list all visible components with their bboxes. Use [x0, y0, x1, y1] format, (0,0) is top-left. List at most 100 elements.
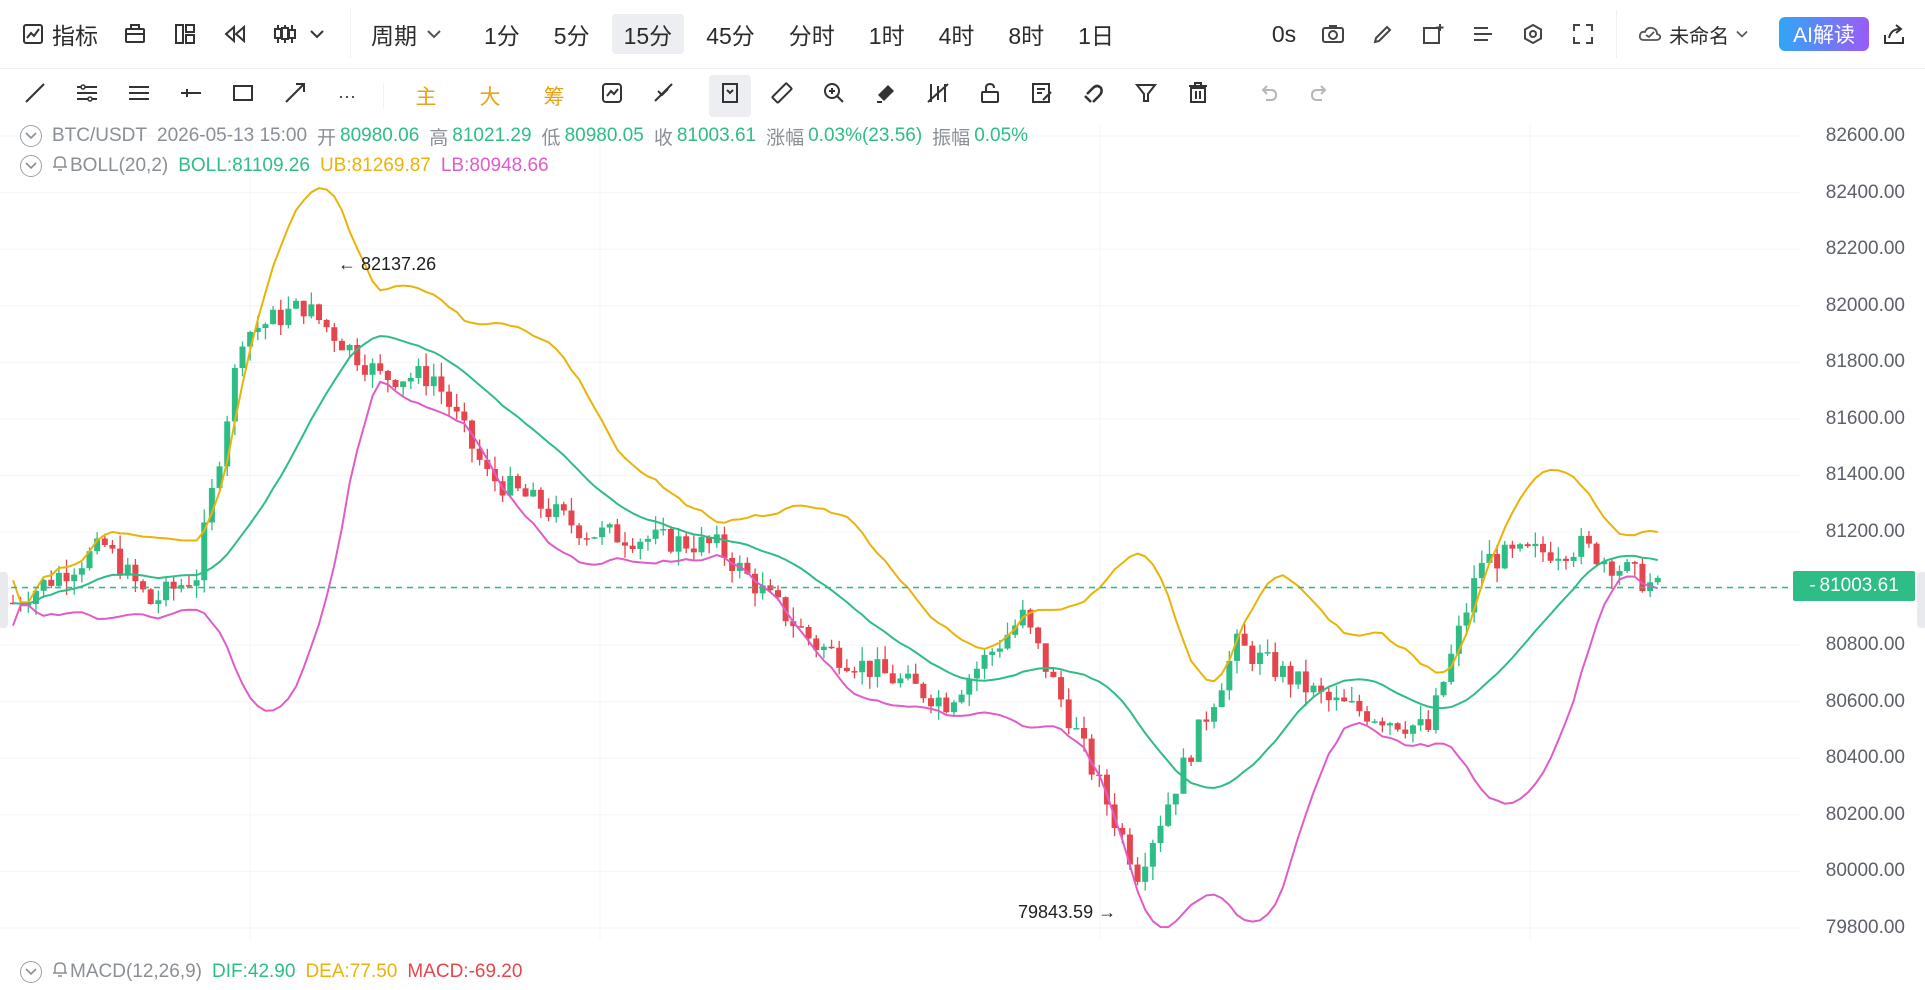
interval-tabs: 1分 5分 15分 45分 分时 1时 4时 8时 1日	[467, 14, 1131, 54]
max-price-label: ← 82137.26	[338, 254, 437, 274]
main-indicator-toggle[interactable]: 主	[415, 86, 437, 109]
indicator-button[interactable]: 指标	[0, 14, 110, 54]
candle-body	[316, 304, 322, 321]
fullscreen-button[interactable]	[1558, 14, 1608, 54]
collapse-toggle[interactable]	[20, 961, 42, 983]
candle-body	[1532, 543, 1539, 547]
more-tools-button[interactable]: ···	[338, 85, 356, 106]
measure-tool[interactable]	[761, 75, 803, 117]
candle-body	[285, 308, 292, 326]
chip-distribution-toggle[interactable]: 筹	[543, 86, 565, 109]
macd-name[interactable]: MACD(12,26,9)	[70, 961, 202, 982]
min-price-value: 79843.59	[1018, 902, 1094, 922]
period-dropdown[interactable]: 周期	[359, 14, 459, 54]
big-order-toggle[interactable]: 大	[479, 86, 501, 109]
horizontal-lines-icon	[127, 81, 151, 111]
candle-body	[1012, 625, 1019, 635]
ai-interpret-button[interactable]: AI解读	[1779, 17, 1869, 51]
brush-tool[interactable]	[865, 75, 907, 117]
interval-tab[interactable]: 15分	[611, 14, 685, 54]
interval-tab[interactable]: 45分	[706, 23, 755, 49]
magnet-tool[interactable]	[1073, 75, 1115, 117]
list-settings-button[interactable]	[1458, 14, 1508, 54]
candle-body	[1608, 561, 1615, 576]
candle-body	[270, 309, 277, 325]
candle-body	[958, 694, 965, 703]
chevron-down-icon	[304, 21, 330, 47]
arrow-tool[interactable]	[274, 75, 316, 117]
candle-body	[683, 536, 690, 549]
trend-line-icon	[23, 81, 47, 111]
horizontal-ray-tool[interactable]	[170, 75, 212, 117]
interval-tab[interactable]: 5分	[553, 23, 590, 49]
interval-tab[interactable]: 1分	[484, 23, 520, 49]
zoom-tool[interactable]	[813, 75, 855, 117]
interval-tab[interactable]: 4时	[938, 23, 975, 49]
screenshot-button[interactable]	[1308, 14, 1358, 54]
compare-tool[interactable]	[591, 75, 633, 117]
candle-body	[1249, 645, 1256, 664]
rectangle-tool[interactable]	[222, 75, 264, 117]
candle-body	[48, 579, 55, 586]
candle-body	[568, 510, 575, 526]
candle-body	[1425, 719, 1432, 730]
magnet-mode-button[interactable]	[709, 75, 751, 117]
note-edit-icon	[1030, 81, 1054, 111]
interval-tab[interactable]: 1时	[868, 23, 905, 49]
candle-body	[55, 572, 62, 586]
candle-body	[1387, 723, 1393, 726]
lock-tool[interactable]	[969, 75, 1011, 117]
left-scroll-handle[interactable]	[0, 572, 8, 628]
candle-body	[201, 522, 208, 581]
interval-tab[interactable]: 分时	[788, 23, 835, 49]
candle-body	[820, 646, 827, 651]
interval-tab[interactable]: 8时	[1008, 23, 1045, 49]
candle-body	[1578, 535, 1585, 557]
parallel-channel-tool[interactable]	[66, 75, 108, 117]
countdown-label: 0s	[1271, 20, 1297, 47]
candle-body	[17, 602, 24, 605]
candle-body	[1364, 711, 1371, 722]
layout-button[interactable]	[160, 14, 210, 54]
candle-body	[759, 585, 766, 594]
template-button[interactable]	[110, 14, 160, 54]
collapse-toggle[interactable]	[20, 125, 42, 147]
unlock-icon	[978, 81, 1002, 111]
candle-body	[950, 702, 957, 713]
right-scroll-handle[interactable]	[1917, 572, 1925, 628]
hide-drawings-tool[interactable]	[917, 75, 959, 117]
interval-tab[interactable]: 1日	[1078, 23, 1114, 49]
signal-tool[interactable]	[643, 75, 685, 117]
settings-button[interactable]	[1508, 14, 1558, 54]
add-window-button[interactable]	[1408, 14, 1458, 54]
undo-button[interactable]	[1247, 75, 1289, 117]
draw-toggle-button[interactable]	[1358, 14, 1408, 54]
candle-body	[1096, 774, 1103, 777]
candle-body	[1647, 582, 1654, 592]
bell-icon[interactable]	[52, 154, 68, 178]
collapse-toggle[interactable]	[20, 155, 42, 177]
candle-body	[637, 541, 644, 549]
candle-body	[361, 365, 368, 375]
candle-body	[491, 469, 498, 482]
candle-body	[124, 564, 131, 576]
redo-button[interactable]	[1299, 75, 1341, 117]
chart-type-button[interactable]	[260, 14, 342, 54]
candle-body	[216, 466, 223, 488]
horizontal-lines-tool[interactable]	[118, 75, 160, 117]
candle-body	[1302, 671, 1309, 693]
candle-body	[1501, 544, 1508, 569]
share-button[interactable]	[1869, 14, 1919, 54]
candle-body	[1455, 625, 1462, 654]
delete-drawings-tool[interactable]	[1177, 75, 1219, 117]
boll-name[interactable]: BOLL(20,2)	[70, 155, 169, 176]
candle-body	[71, 574, 78, 582]
candle-body	[943, 697, 950, 713]
note-tool[interactable]	[1021, 75, 1063, 117]
layout-name-dropdown[interactable]: 未命名	[1625, 14, 1767, 54]
bell-icon[interactable]	[52, 960, 68, 984]
trend-line-tool[interactable]	[14, 75, 56, 117]
filter-tool[interactable]	[1125, 75, 1167, 117]
replay-button[interactable]	[210, 14, 260, 54]
candle-body	[239, 346, 246, 369]
